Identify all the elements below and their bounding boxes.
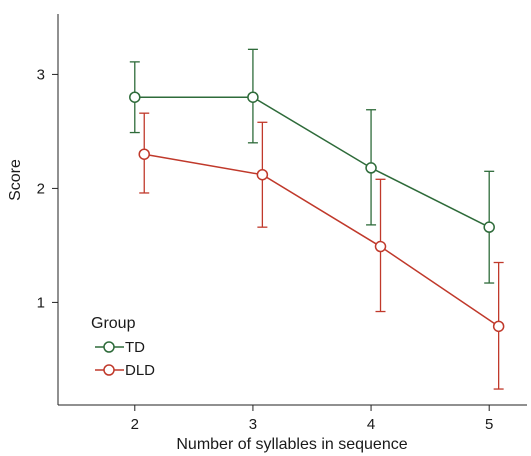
data-point-td: [365, 162, 377, 174]
y-tick-label: 1: [37, 294, 45, 311]
plot-area: [129, 48, 505, 390]
x-tick-label: 2: [131, 416, 139, 433]
data-point-td: [129, 91, 141, 103]
series-td: [129, 48, 495, 284]
data-point-td: [247, 91, 259, 103]
series-line-td: [134, 96, 490, 228]
x-axis-title: Number of syllables in sequence: [176, 436, 407, 453]
data-point-dld: [256, 168, 269, 181]
data-point-dld: [138, 148, 150, 160]
legend-label-td: TD: [125, 339, 145, 356]
legend: Group TD DLD: [91, 315, 155, 379]
y-tick-label: 2: [37, 180, 45, 197]
x-axis-ticks: 2 3 4 5: [131, 405, 493, 433]
legend-label-dld: DLD: [125, 362, 155, 379]
series-line-dld: [144, 153, 500, 327]
series-dld: [138, 112, 505, 390]
y-axis-title: Score: [7, 159, 24, 201]
legend-marker-dld: [103, 364, 115, 376]
legend-marker-td: [103, 341, 115, 353]
x-tick-label: 3: [249, 416, 257, 433]
data-point-dld: [492, 320, 505, 333]
y-tick-label: 3: [37, 66, 45, 83]
legend-title: Group: [91, 315, 136, 332]
x-tick-label: 5: [485, 416, 493, 433]
data-point-dld: [374, 240, 387, 253]
y-axis-ticks: 1 2 3: [37, 66, 58, 311]
data-point-td: [483, 221, 495, 233]
x-tick-label: 4: [367, 416, 375, 433]
